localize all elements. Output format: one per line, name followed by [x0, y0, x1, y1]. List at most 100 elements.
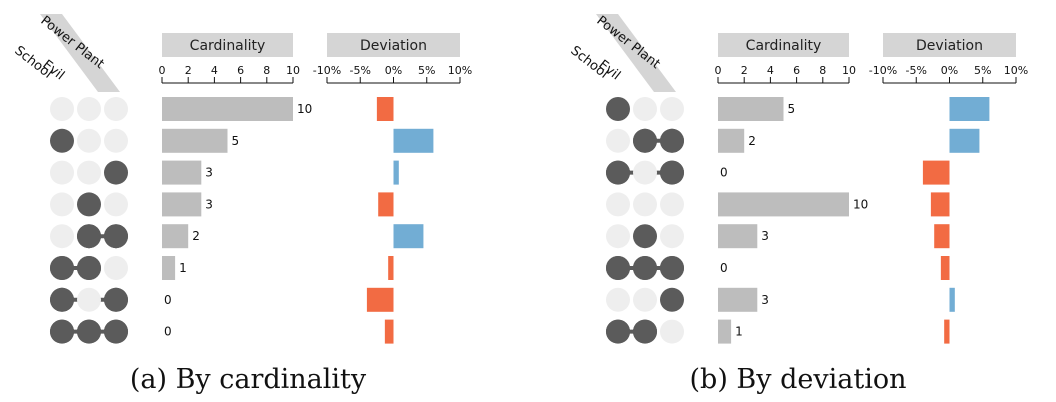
membership-dot-evil — [77, 97, 101, 121]
cardinality-value-label: 3 — [761, 229, 769, 243]
deviation-tick-label: -5% — [350, 64, 371, 77]
deviation-bar — [376, 97, 394, 121]
deviation-bar — [934, 224, 950, 249]
membership-dot-filled — [77, 319, 101, 344]
deviation-bar — [384, 319, 394, 344]
cardinality-bar — [718, 128, 745, 153]
membership-dot-filled — [633, 319, 657, 344]
deviation-bar — [393, 224, 424, 249]
cardinality-value-label: 1 — [179, 261, 187, 275]
cardinality-bar — [162, 256, 176, 280]
membership-dot-evil — [633, 97, 657, 121]
panel-caption: (b) By deviation — [690, 364, 907, 395]
membership-dot-filled — [633, 128, 657, 153]
cardinality-tick-label: 6 — [793, 64, 800, 77]
deviation-bar — [944, 319, 950, 344]
cardinality-bar — [718, 97, 784, 121]
deviation-tick-label: 10% — [448, 64, 472, 77]
membership-dot-filled — [606, 319, 630, 344]
deviation-tick-label: 5% — [974, 64, 991, 77]
membership-dot-filled — [50, 256, 74, 280]
membership-dot-power-plant — [104, 97, 128, 121]
membership-dot-school — [606, 97, 630, 121]
membership-dot-power-plant — [660, 192, 684, 217]
cardinality-value-label: 1 — [735, 325, 743, 339]
cardinality-value-label: 10 — [297, 102, 312, 116]
membership-dot-power-plant — [104, 192, 128, 217]
membership-dot-filled — [104, 224, 128, 249]
membership-dot-evil — [77, 287, 101, 312]
cardinality-tick-label: 4 — [211, 64, 218, 77]
membership-dot-power-plant — [104, 160, 128, 185]
membership-dot-evil — [633, 160, 657, 185]
deviation-header-bg — [883, 33, 1016, 57]
membership-dot-filled — [104, 287, 128, 312]
membership-dot-power-plant — [104, 256, 128, 280]
membership-dot-evil — [633, 192, 657, 217]
membership-dot-filled — [606, 256, 630, 280]
deviation-tick-label: 0% — [941, 64, 958, 77]
membership-dot-school — [50, 224, 74, 249]
deviation-bar — [393, 160, 399, 185]
cardinality-tick-label: 10 — [842, 64, 856, 77]
cardinality-header-bg — [162, 33, 293, 57]
membership-dot-school — [50, 97, 74, 121]
membership-dot-filled — [633, 256, 657, 280]
deviation-header-bg — [327, 33, 460, 57]
membership-dot-power-plant — [660, 97, 684, 121]
deviation-bar — [393, 128, 434, 153]
membership-dot-school — [50, 128, 74, 153]
deviation-bar — [388, 256, 394, 280]
cardinality-bar — [718, 319, 732, 344]
membership-dot-filled — [50, 287, 74, 312]
membership-dot-filled — [660, 128, 684, 153]
cardinality-bar — [718, 192, 849, 217]
cardinality-header: Cardinality — [746, 38, 822, 54]
deviation-tick-label: -10% — [313, 64, 341, 77]
deviation-tick-label: 0% — [385, 64, 402, 77]
deviation-bar — [930, 192, 950, 217]
deviation-tick-label: 5% — [418, 64, 435, 77]
deviation-tick-label: -10% — [869, 64, 897, 77]
membership-dot-filled — [104, 319, 128, 344]
cardinality-value-label: 2 — [192, 229, 200, 243]
membership-dot-school — [606, 192, 630, 217]
membership-dot-filled — [606, 160, 630, 185]
membership-dot-school — [50, 160, 74, 185]
cardinality-value-label: 0 — [164, 293, 172, 307]
deviation-bar — [922, 160, 950, 185]
cardinality-header: Cardinality — [190, 38, 266, 54]
membership-dot-filled — [660, 160, 684, 185]
cardinality-bar — [162, 97, 293, 121]
membership-dot-filled — [50, 319, 74, 344]
cardinality-value-label: 0 — [164, 325, 172, 339]
cardinality-bar — [162, 160, 202, 185]
membership-dot-school — [606, 287, 630, 312]
membership-dot-school — [606, 128, 630, 153]
cardinality-tick-label: 8 — [263, 64, 270, 77]
cardinality-bar — [718, 287, 758, 312]
cardinality-value-label: 5 — [232, 134, 240, 148]
deviation-header: Deviation — [916, 38, 983, 54]
cardinality-bar — [718, 224, 758, 249]
membership-dot-evil — [77, 160, 101, 185]
set-header-band — [596, 14, 676, 92]
membership-dot-filled — [660, 256, 684, 280]
cardinality-header-bg — [718, 33, 849, 57]
membership-dot-evil — [77, 128, 101, 153]
cardinality-value-label: 2 — [748, 134, 756, 148]
membership-dot-evil — [633, 224, 657, 249]
membership-dot-filled — [77, 224, 101, 249]
membership-dot-evil — [77, 192, 101, 217]
deviation-tick-label: -5% — [906, 64, 927, 77]
deviation-header: Deviation — [360, 38, 427, 54]
cardinality-bar — [162, 192, 202, 217]
cardinality-value-label: 0 — [720, 261, 728, 275]
cardinality-tick-label: 8 — [819, 64, 826, 77]
membership-dot-filled — [77, 256, 101, 280]
cardinality-value-label: 10 — [853, 197, 868, 211]
cardinality-tick-label: 4 — [767, 64, 774, 77]
cardinality-tick-label: 10 — [286, 64, 300, 77]
